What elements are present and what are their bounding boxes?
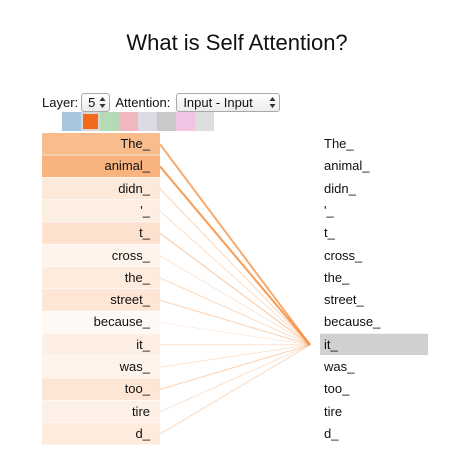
input-token[interactable]: '_ (140, 202, 150, 218)
attention-line (159, 210, 311, 346)
attention-weight-box (42, 155, 160, 177)
output-token[interactable]: street_ (324, 292, 364, 308)
attention-head-swatches (62, 112, 214, 131)
attention-line (159, 165, 311, 346)
output-token[interactable]: tire (324, 403, 343, 419)
attention-weight-box (42, 289, 160, 311)
chevron-updown-icon (99, 96, 106, 108)
head-swatch-6[interactable] (176, 112, 195, 131)
chevron-updown-icon (269, 96, 276, 108)
attention-mode-value: Input - Input (183, 94, 253, 110)
attention-line (159, 277, 311, 346)
input-token[interactable]: cross_ (111, 247, 150, 263)
head-swatch-1[interactable] (81, 112, 100, 131)
layer-select[interactable]: 5 (81, 92, 111, 112)
attention-line (159, 344, 311, 435)
output-token[interactable]: cross_ (324, 247, 363, 263)
query-token-highlight (320, 333, 428, 355)
attention-line (159, 344, 311, 413)
input-token[interactable]: street_ (110, 292, 150, 308)
layer-label: Layer: (42, 94, 79, 110)
output-token[interactable]: animal_ (324, 158, 370, 174)
attention-weight-box (42, 311, 160, 334)
attention-weight-box (42, 333, 160, 356)
head-swatch-4[interactable] (138, 112, 157, 131)
input-token[interactable]: t_ (139, 225, 150, 241)
page-title: What is Self Attention? (126, 30, 348, 55)
attention-line (159, 322, 311, 346)
attention-weight-box (42, 133, 160, 155)
head-swatch-2[interactable] (100, 112, 119, 131)
head-swatch-3[interactable] (119, 112, 138, 131)
input-token[interactable]: because_ (93, 314, 150, 330)
attention-weight-box (42, 422, 160, 445)
attention-weight-box (42, 400, 160, 423)
output-token[interactable]: d_ (324, 425, 339, 441)
attention-weight-box (42, 177, 160, 200)
input-token[interactable]: was_ (119, 359, 150, 374)
input-token[interactable]: the_ (124, 269, 150, 285)
output-token[interactable]: '_ (324, 202, 334, 218)
output-token[interactable]: The_ (324, 136, 354, 151)
attention-line (159, 299, 311, 346)
attention-weight-box (42, 199, 160, 222)
output-token[interactable]: the_ (324, 269, 350, 285)
head-swatch-7[interactable] (195, 112, 214, 131)
output-token[interactable]: it_ (324, 336, 338, 352)
attention-line (159, 344, 311, 368)
input-token[interactable]: d_ (135, 425, 150, 441)
output-token[interactable]: was_ (324, 359, 355, 374)
output-token[interactable]: too_ (324, 381, 350, 397)
output-token[interactable]: because_ (324, 314, 381, 330)
input-token[interactable]: The_ (120, 136, 150, 151)
attention-line (159, 188, 311, 346)
attention-weight-box (42, 356, 160, 378)
attention-label: Attention: (115, 94, 171, 110)
attention-weight-box (42, 266, 160, 289)
output-token[interactable]: t_ (324, 225, 335, 241)
input-token[interactable]: it_ (136, 336, 150, 352)
layer-value: 5 (88, 94, 96, 110)
head-swatch-0[interactable] (62, 112, 81, 131)
attention-weight-box (42, 222, 160, 244)
head-swatch-5[interactable] (157, 112, 176, 131)
input-token[interactable]: tire (131, 403, 150, 419)
attention-mode-select[interactable]: Input - Input (176, 92, 280, 112)
attention-line (159, 344, 311, 390)
attention-weight-box (42, 378, 160, 400)
attention-line (159, 232, 311, 346)
input-token[interactable]: didn_ (118, 180, 150, 196)
attention-line (159, 143, 311, 346)
output-token[interactable]: didn_ (324, 180, 356, 196)
attention-line (159, 255, 311, 346)
input-token[interactable]: animal_ (104, 158, 150, 174)
attention-weight-box (42, 244, 160, 267)
attention-controls: Layer: 5 Attention: Input - Input (42, 92, 280, 112)
input-token[interactable]: too_ (124, 381, 150, 397)
